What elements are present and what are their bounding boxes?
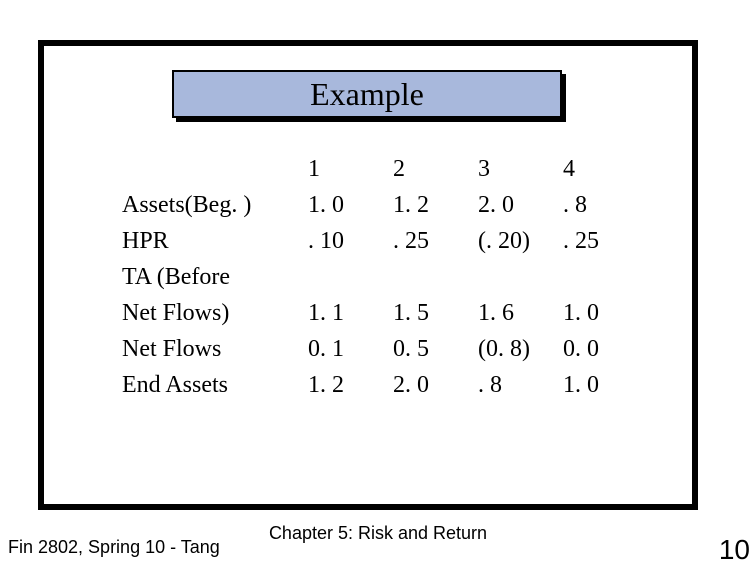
cell: 2. 0 — [472, 187, 557, 223]
cell: 2. 0 — [387, 367, 472, 403]
table-row: Net Flows) 1. 1 1. 5 1. 6 1. 0 — [122, 295, 642, 331]
cell: 1. 2 — [387, 187, 472, 223]
footer-course: Fin 2802, Spring 10 - Tang — [8, 537, 220, 558]
col-header: 2 — [387, 151, 472, 187]
row-label: Net Flows — [122, 331, 302, 367]
table-row: TA (Before — [122, 259, 642, 295]
cell — [557, 259, 642, 295]
cell: 1. 0 — [302, 187, 387, 223]
cell: 1. 1 — [302, 295, 387, 331]
table-row: Net Flows 0. 1 0. 5 (0. 8) 0. 0 — [122, 331, 642, 367]
col-header: 1 — [302, 151, 387, 187]
cell: 1. 5 — [387, 295, 472, 331]
cell: . 10 — [302, 223, 387, 259]
row-label: Net Flows) — [122, 295, 302, 331]
row-label: HPR — [122, 223, 302, 259]
cell: (0. 8) — [472, 331, 557, 367]
slide-frame: Example 1 2 3 4 Assets(Beg. ) 1. 0 1. 2 … — [38, 40, 698, 510]
col-header: 3 — [472, 151, 557, 187]
cell: 1. 0 — [557, 295, 642, 331]
row-label: TA (Before — [122, 259, 302, 295]
slide-title: Example — [310, 76, 424, 113]
cell: 1. 2 — [302, 367, 387, 403]
cell — [472, 259, 557, 295]
cell: 0. 0 — [557, 331, 642, 367]
table-row: Assets(Beg. ) 1. 0 1. 2 2. 0 . 8 — [122, 187, 642, 223]
header-spacer — [122, 151, 302, 187]
cell: . 8 — [557, 187, 642, 223]
cell: 1. 6 — [472, 295, 557, 331]
cell: (. 20) — [472, 223, 557, 259]
cell: 0. 5 — [387, 331, 472, 367]
cell: . 8 — [472, 367, 557, 403]
cell: . 25 — [557, 223, 642, 259]
cell: . 25 — [387, 223, 472, 259]
table-row: End Assets 1. 2 2. 0 . 8 1. 0 — [122, 367, 642, 403]
page-number: 10 — [719, 534, 750, 566]
table-row: HPR . 10 . 25 (. 20) . 25 — [122, 223, 642, 259]
cell — [302, 259, 387, 295]
cell — [387, 259, 472, 295]
data-table: 1 2 3 4 Assets(Beg. ) 1. 0 1. 2 2. 0 . 8… — [122, 151, 642, 403]
row-label: Assets(Beg. ) — [122, 187, 302, 223]
row-label: End Assets — [122, 367, 302, 403]
table-header-row: 1 2 3 4 — [122, 151, 642, 187]
cell: 1. 0 — [557, 367, 642, 403]
title-box: Example — [172, 70, 562, 118]
col-header: 4 — [557, 151, 642, 187]
cell: 0. 1 — [302, 331, 387, 367]
